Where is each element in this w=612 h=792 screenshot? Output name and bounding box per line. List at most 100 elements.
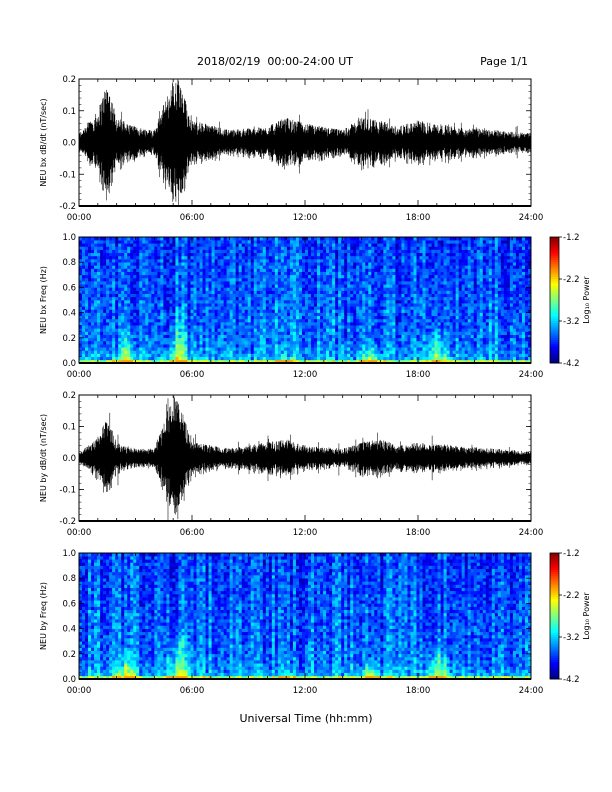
- spectrogram-cell: [380, 277, 384, 282]
- spectrogram-cell: [154, 312, 158, 317]
- spectrogram-cell: [332, 359, 336, 364]
- spectrogram-cell: [217, 328, 221, 332]
- spectrogram-cell: [283, 344, 288, 348]
- spectrogram-cell: [295, 356, 300, 361]
- spectrogram-cell: [386, 237, 390, 241]
- spectrogram-cell: [289, 271, 294, 276]
- spectrogram-cell: [106, 322, 110, 326]
- spectrogram-cell: [226, 340, 230, 345]
- spectrogram-cell: [91, 350, 95, 354]
- spectrogram-cell: [196, 290, 200, 294]
- spectrogram-cell: [148, 303, 152, 307]
- spectrogram-cell: [163, 293, 167, 298]
- spectrogram-cell: [443, 334, 447, 339]
- spectrogram-cell: [301, 359, 306, 364]
- spectrogram-cell: [350, 249, 354, 254]
- spectrogram-cell: [401, 353, 405, 357]
- spectrogram-cell: [82, 353, 86, 357]
- spectrogram-cell: [371, 340, 375, 345]
- spectrogram-cell: [247, 240, 252, 244]
- spectrogram-cell: [91, 309, 95, 313]
- spectrogram-cell: [175, 359, 179, 364]
- spectrogram-cell: [100, 265, 104, 269]
- spectrogram-cell: [112, 274, 116, 279]
- spectrogram-cell: [244, 315, 249, 320]
- spectrogram-cell: [428, 246, 432, 250]
- spectrogram-cell: [386, 347, 390, 351]
- spectrogram-cell: [253, 328, 258, 332]
- spectrogram-cell: [283, 318, 288, 323]
- spectrogram-cell: [178, 325, 182, 329]
- spectrogram-cell: [332, 306, 336, 310]
- spectrogram-cell: [202, 353, 206, 357]
- spectrogram-cell: [202, 259, 206, 263]
- y-tick-label: -0.2: [59, 202, 76, 212]
- spectrogram-cell: [395, 306, 399, 310]
- page-indicator: Page 1/1: [480, 55, 528, 68]
- spectrogram-cell: [305, 347, 309, 351]
- spectrogram-cell: [368, 309, 372, 313]
- spectrogram-cell: [166, 249, 170, 254]
- spectrogram-cell: [259, 259, 264, 263]
- spectrogram-cell: [292, 259, 297, 263]
- spectrogram-cell: [190, 340, 194, 345]
- spectrogram-cell: [265, 255, 270, 260]
- spectrogram-cell: [286, 277, 291, 282]
- spectrogram-cell: [130, 268, 134, 272]
- spectrogram-cell: [82, 331, 86, 335]
- spectrogram-cell: [106, 274, 110, 279]
- spectrogram-cell: [232, 306, 236, 310]
- spectrogram-cell: [317, 293, 321, 298]
- y-tick-label: -0.1: [59, 170, 76, 180]
- spectrogram-cell: [419, 359, 423, 364]
- spectrogram-cell: [241, 259, 246, 263]
- spectrogram-cell: [100, 274, 104, 279]
- spectrogram-cell: [401, 293, 405, 298]
- spectrogram-cell: [377, 240, 381, 244]
- spectrogram-cell: [154, 249, 158, 254]
- spectrogram-cell: [371, 328, 375, 332]
- spectrogram-cell: [217, 249, 221, 254]
- spectrogram-cell: [386, 350, 390, 354]
- spectrogram-cell: [353, 350, 357, 354]
- spectrogram-cell: [437, 274, 441, 279]
- spectrogram-cell: [323, 277, 327, 282]
- spectrogram-cell: [79, 296, 83, 301]
- spectrogram-cell: [202, 249, 206, 254]
- spectrogram-cell: [323, 249, 327, 254]
- spectrogram-cell: [241, 240, 246, 244]
- spectrogram-cell: [383, 252, 387, 257]
- spectrogram-cell: [314, 334, 318, 339]
- spectrogram-cell: [271, 293, 276, 298]
- spectrogram-cell: [241, 243, 246, 247]
- spectrogram-cell: [329, 296, 333, 301]
- spectrogram-cell: [431, 312, 435, 317]
- spectrogram-cell: [220, 312, 224, 317]
- spectrogram-cell: [398, 237, 402, 241]
- spectrogram-cell: [410, 347, 414, 351]
- spectrogram-cell: [244, 318, 249, 323]
- spectrogram-cell: [377, 340, 381, 345]
- spectrogram-cell: [338, 240, 342, 244]
- spectrogram-cell: [401, 325, 405, 329]
- spectrogram-cell: [187, 303, 191, 307]
- spectrogram-cell: [332, 255, 336, 260]
- spectrogram-cell: [115, 268, 119, 272]
- spectrogram-cell: [238, 296, 243, 301]
- spectrogram-cell: [217, 334, 221, 339]
- spectrogram-cell: [139, 271, 143, 276]
- spectrogram-cell: [247, 293, 252, 298]
- spectrogram-cell: [244, 306, 249, 310]
- spectrogram-cell: [332, 344, 336, 348]
- spectrogram-cell: [142, 318, 146, 323]
- spectrogram-cell: [196, 284, 200, 288]
- spectrogram-cell: [97, 265, 101, 269]
- spectrogram-cell: [380, 296, 384, 301]
- spectrogram-cell: [314, 347, 318, 351]
- spectrogram-cell: [94, 347, 98, 351]
- spectrogram-cell: [121, 268, 125, 272]
- spectrogram-cell: [311, 274, 315, 279]
- spectrogram-cell: [416, 325, 420, 329]
- spectrogram-cell: [392, 303, 396, 307]
- spectrogram-cell: [380, 322, 384, 326]
